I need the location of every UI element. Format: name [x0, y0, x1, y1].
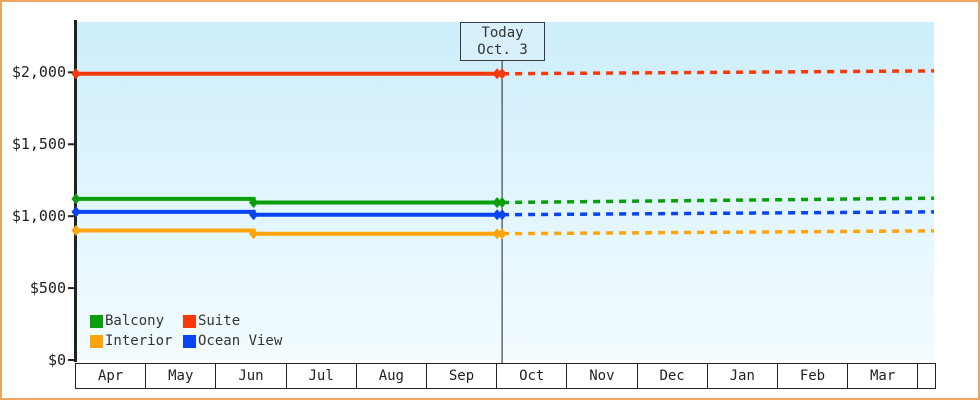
series-suite-marker	[71, 68, 81, 80]
legend-item-balcony: Balcony	[90, 313, 183, 329]
series-interior-forecast-line	[502, 229, 935, 236]
month-cell: Oct	[497, 364, 568, 388]
month-cell: Mar	[848, 364, 919, 388]
series-interior-marker	[249, 228, 259, 240]
series-balcony-marker	[71, 193, 81, 205]
month-row-filler	[918, 364, 935, 388]
ocean-view-color-swatch-icon	[183, 334, 196, 348]
series-ocean-view-today-marker	[492, 209, 502, 221]
x-axis-month-row: Apr May Jun Jul Aug Sep Oct Nov Dec Jan Feb Mar	[75, 363, 936, 389]
legend-label-balcony: Balcony	[105, 313, 165, 329]
series-balcony-forecast-line	[502, 196, 935, 205]
chart-legend: Balcony Suite Interior Ocean View	[90, 313, 282, 349]
legend-item-suite: Suite	[183, 313, 282, 329]
y-axis-label: $0	[47, 351, 66, 369]
legend-label-suite: Suite	[198, 313, 241, 329]
series-suite-today-marker	[492, 68, 502, 80]
plot-background	[77, 22, 934, 360]
series-suite-marker	[497, 68, 507, 80]
series-ocean-view-forecast-line	[502, 210, 935, 217]
series-suite-forecast-line	[502, 69, 935, 76]
series-interior-today-marker	[492, 228, 502, 240]
month-cell: Nov	[567, 364, 638, 388]
today-date-label: Oct. 3	[477, 41, 528, 58]
today-annotation-box: Today Oct. 3	[460, 22, 545, 61]
y-axis-label: $1,000	[11, 207, 66, 226]
y-axis-label: $500	[29, 279, 66, 298]
series-interior-marker	[497, 228, 507, 240]
balcony-color-swatch-icon	[90, 314, 103, 328]
y-axis-label: $2,000	[11, 63, 66, 82]
month-cell: Jun	[216, 364, 287, 388]
suite-color-swatch-icon	[183, 314, 196, 328]
y-axis-label: $1,500	[11, 135, 66, 154]
series-ocean-view-marker	[71, 206, 81, 218]
series-balcony-marker	[249, 197, 259, 209]
series-ocean-view-marker	[249, 209, 259, 221]
month-cell: Jan	[708, 364, 778, 388]
series-balcony-today-marker	[492, 197, 502, 209]
series-interior-marker	[71, 225, 81, 237]
legend-label-interior: Interior	[105, 333, 173, 349]
month-cell: Apr	[76, 364, 147, 388]
month-cell: Sep	[427, 364, 498, 388]
legend-label-ocean-view: Ocean View	[198, 333, 283, 349]
month-cell: Jul	[287, 364, 357, 388]
month-cell: Dec	[638, 364, 708, 388]
month-cell: Feb	[778, 364, 849, 388]
series-ocean-view-marker	[497, 209, 507, 221]
series-balcony-marker	[497, 197, 507, 209]
legend-item-ocean-view: Ocean View	[183, 333, 282, 349]
interior-color-swatch-icon	[90, 334, 103, 348]
month-cell: Aug	[357, 364, 427, 388]
today-label: Today	[481, 24, 524, 41]
legend-item-interior: Interior	[90, 333, 183, 349]
month-cell: May	[146, 364, 217, 388]
